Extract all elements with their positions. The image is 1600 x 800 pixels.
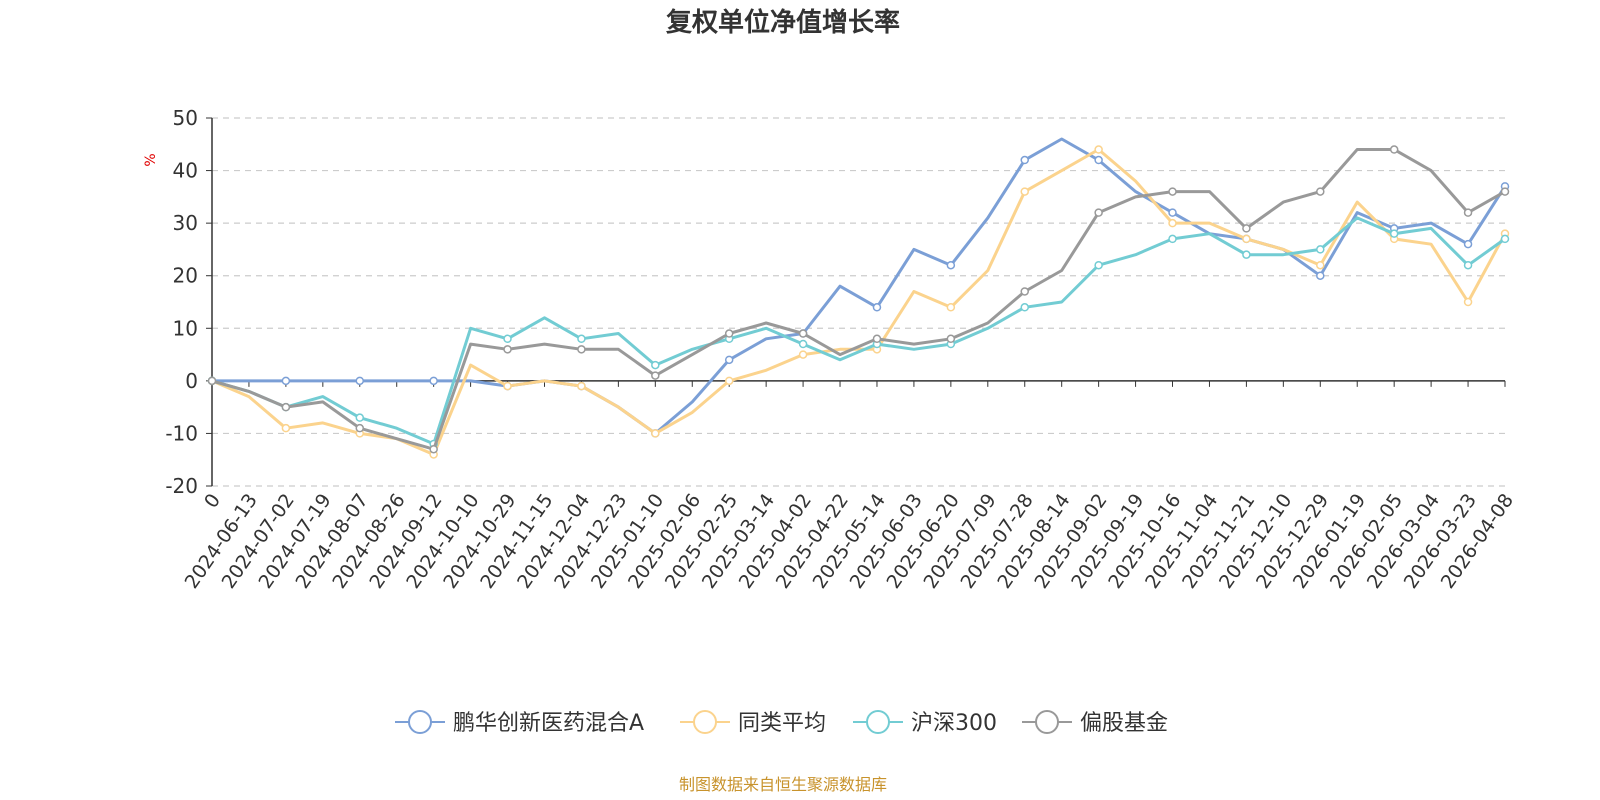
data-point: [1168, 234, 1177, 244]
series-group: [207, 137, 1510, 459]
data-point: [429, 376, 438, 386]
y-tick-label: 40: [173, 159, 198, 183]
legend-label: 偏股基金: [1080, 711, 1168, 736]
data-point: [1242, 224, 1251, 233]
legend-label: 鹏华创新医药混合A: [453, 711, 644, 736]
data-point: [1316, 260, 1325, 270]
data-point: [503, 381, 512, 391]
data-point: [651, 360, 660, 370]
legend-label: 同类平均: [738, 711, 826, 736]
data-point: [1500, 234, 1510, 244]
legend-marker: [693, 710, 717, 734]
data-point: [1094, 145, 1103, 154]
data-point: [1020, 155, 1029, 165]
legend-marker: [1035, 710, 1059, 734]
data-point: [651, 429, 660, 438]
data-point: [1094, 260, 1103, 270]
legend-item[interactable]: 鹏华创新医药混合A: [395, 710, 644, 736]
legend-item[interactable]: 同类平均: [680, 710, 826, 736]
data-point: [1316, 271, 1325, 280]
data-point: [1094, 155, 1103, 165]
data-point: [355, 413, 365, 422]
series-3: [207, 216, 1510, 449]
data-point: [1463, 208, 1473, 217]
x-axis: 02024-06-132024-07-022024-07-192024-08-0…: [181, 380, 1518, 593]
data-point: [1389, 145, 1399, 154]
data-point: [1020, 287, 1029, 296]
y-tick-label: 30: [173, 211, 198, 235]
data-point: [946, 260, 956, 270]
data-point: [577, 334, 586, 344]
series-line: [211, 148, 1507, 456]
data-point: [946, 334, 956, 344]
data-point: [1242, 250, 1251, 259]
data-point: [1020, 187, 1029, 196]
data-point: [1500, 187, 1510, 196]
data-point: [355, 376, 365, 386]
source-note: 制图数据来自恒生聚源数据库: [679, 775, 887, 794]
data-point: [798, 339, 808, 349]
data-point: [429, 444, 438, 454]
y-tick-label: 20: [173, 264, 198, 288]
data-point: [1168, 218, 1177, 228]
legend-item[interactable]: 沪深300: [853, 710, 997, 736]
data-point: [503, 345, 512, 354]
legend-label: 沪深300: [911, 711, 997, 736]
y-tick-label: 10: [173, 316, 198, 340]
data-point: [1463, 297, 1473, 307]
data-point: [872, 303, 882, 312]
data-point: [651, 371, 660, 380]
legend-marker: [866, 710, 890, 734]
series-line: [212, 137, 1507, 435]
series-1: [207, 137, 1510, 438]
y-axis-unit: %: [143, 153, 159, 166]
y-tick-label: -10: [165, 421, 198, 445]
data-point: [872, 334, 882, 344]
data-point: [1168, 208, 1177, 217]
legend-item[interactable]: 偏股基金: [1022, 710, 1168, 736]
y-axis: -20 -10 0 10 20 30 40 50: [165, 106, 213, 498]
chart-title: 复权单位净值增长率: [666, 7, 900, 38]
data-point: [724, 376, 734, 386]
y-tick-label: 0: [185, 369, 198, 393]
data-point: [207, 376, 217, 386]
data-point: [503, 334, 512, 344]
data-point: [577, 345, 586, 354]
data-point: [724, 329, 734, 338]
data-point: [281, 376, 291, 386]
data-point: [355, 423, 365, 433]
data-point: [724, 355, 734, 365]
data-point: [798, 329, 808, 338]
y-tick-label: 50: [173, 106, 198, 130]
x-tick-label: 0: [200, 490, 225, 513]
data-point: [1094, 208, 1103, 217]
data-point: [1389, 229, 1399, 238]
data-point: [1463, 260, 1473, 270]
data-point: [281, 423, 291, 433]
legend[interactable]: 鹏华创新医药混合A 同类平均 沪深300 偏股基金: [395, 710, 1168, 736]
series-4: [207, 145, 1510, 454]
data-point: [1316, 187, 1325, 196]
series-line: [211, 148, 1506, 451]
y-tick-label: -20: [165, 474, 198, 498]
data-point: [946, 303, 956, 312]
series-line: [211, 216, 1506, 446]
data-point: [281, 402, 291, 412]
data-point: [798, 350, 808, 359]
data-point: [1020, 303, 1029, 312]
legend-marker: [408, 710, 432, 734]
data-point: [1463, 239, 1473, 249]
data-point: [1242, 234, 1251, 244]
data-point: [1168, 187, 1177, 196]
data-point: [1316, 245, 1325, 254]
data-point: [577, 381, 586, 391]
